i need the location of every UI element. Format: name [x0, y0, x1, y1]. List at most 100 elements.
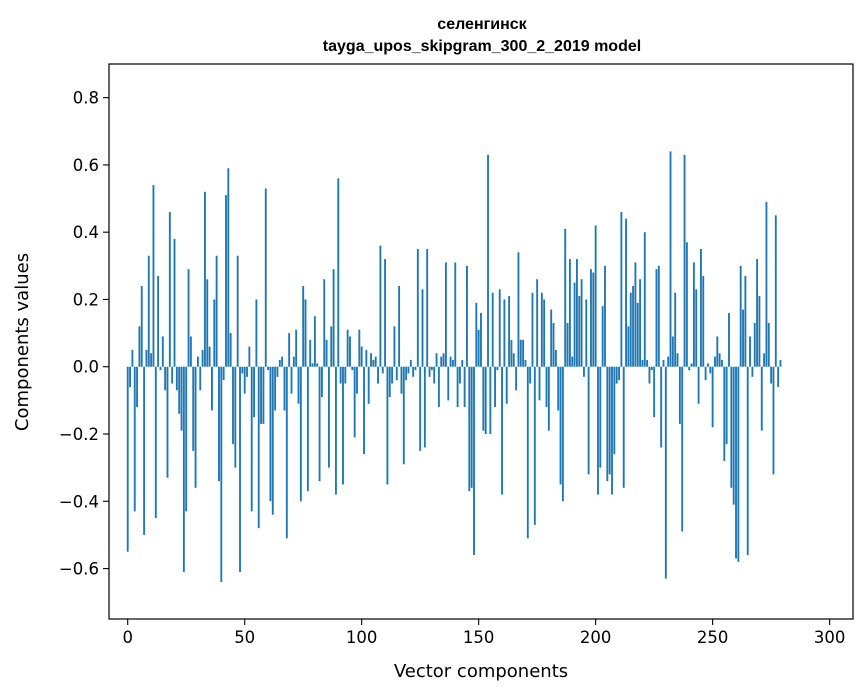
- bar: [564, 228, 567, 367]
- bar: [690, 363, 693, 367]
- bar: [203, 191, 206, 367]
- bar: [189, 336, 192, 367]
- bar: [262, 366, 265, 424]
- bar: [232, 366, 234, 445]
- bar: [625, 218, 627, 367]
- bar: [685, 242, 688, 367]
- bar: [573, 282, 576, 367]
- bar: [678, 366, 681, 424]
- bar: [157, 275, 160, 367]
- bar: [138, 326, 141, 367]
- bar: [709, 366, 712, 374]
- bar: [290, 366, 293, 394]
- bar: [758, 296, 761, 367]
- bar: [671, 336, 674, 367]
- x-tick-label: 100: [346, 628, 378, 647]
- bar: [480, 312, 482, 367]
- bar: [641, 360, 644, 367]
- bar: [482, 366, 485, 431]
- bar: [222, 366, 225, 381]
- bar: [620, 212, 623, 367]
- bar: [496, 366, 499, 371]
- bar: [255, 299, 258, 367]
- bar: [470, 366, 473, 488]
- bar: [388, 366, 391, 397]
- bar: [456, 366, 459, 408]
- bar: [318, 366, 321, 482]
- bar: [608, 366, 611, 475]
- bar: [342, 366, 344, 485]
- bar: [749, 336, 751, 367]
- bar: [604, 265, 606, 367]
- bar: [299, 366, 302, 502]
- bar: [430, 366, 433, 371]
- bar: [182, 366, 185, 572]
- bar: [491, 292, 494, 367]
- bar: [756, 259, 759, 367]
- y-tick-label: 0.2: [73, 290, 99, 309]
- bar: [271, 366, 274, 515]
- bar: [360, 346, 363, 367]
- bar: [550, 309, 553, 367]
- bar: [405, 366, 408, 381]
- bar: [285, 366, 288, 539]
- bar: [358, 329, 361, 367]
- y-axis-label: Components values: [12, 253, 33, 431]
- bar: [594, 225, 597, 367]
- bar: [248, 346, 251, 367]
- bar: [447, 366, 450, 401]
- bar: [196, 356, 199, 367]
- bar: [302, 286, 305, 367]
- bar: [746, 366, 749, 556]
- bar: [288, 333, 291, 367]
- bar: [629, 292, 632, 367]
- bar: [692, 262, 695, 367]
- bar: [508, 296, 511, 367]
- bar: [543, 299, 546, 367]
- bar: [772, 366, 775, 475]
- bar: [180, 366, 183, 431]
- x-tick-label: 200: [580, 628, 612, 647]
- bar: [774, 215, 777, 367]
- bar: [253, 366, 255, 418]
- bar: [356, 366, 358, 394]
- bar: [335, 366, 337, 495]
- bar: [704, 366, 707, 381]
- bar: [313, 316, 316, 367]
- bar: [276, 366, 279, 377]
- bar: [484, 366, 487, 434]
- bar: [571, 356, 574, 367]
- bar: [274, 366, 277, 411]
- bar: [601, 306, 604, 367]
- bar: [599, 366, 602, 468]
- x-tick-label: 150: [463, 628, 495, 647]
- bar: [339, 366, 342, 384]
- bar: [442, 353, 445, 367]
- bar: [250, 366, 253, 512]
- bar: [711, 366, 714, 428]
- bar: [374, 356, 377, 367]
- bar: [538, 366, 541, 401]
- bar: [622, 366, 625, 488]
- bar: [475, 302, 478, 367]
- bar: [540, 292, 543, 367]
- bar: [554, 349, 557, 367]
- bar: [515, 366, 518, 391]
- bar: [735, 366, 737, 559]
- bar: [681, 366, 684, 532]
- bar: [292, 356, 295, 367]
- bar: [657, 265, 660, 367]
- bar: [218, 366, 220, 482]
- bar: [667, 356, 670, 367]
- bar: [618, 366, 620, 381]
- bar: [283, 366, 286, 411]
- bar: [126, 366, 129, 552]
- bar: [524, 360, 527, 367]
- bar: [676, 353, 679, 367]
- bar: [131, 349, 134, 367]
- bar: [494, 366, 496, 408]
- bar: [171, 366, 174, 384]
- bar: [449, 356, 452, 367]
- bar: [592, 272, 595, 367]
- bar: [320, 366, 323, 397]
